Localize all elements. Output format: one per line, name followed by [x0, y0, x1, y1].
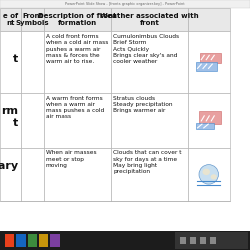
Text: When air masses
meet or stop
moving: When air masses meet or stop moving — [46, 150, 96, 168]
Bar — [188, 31, 230, 92]
Text: Front
Symbols: Front Symbols — [16, 13, 49, 26]
Ellipse shape — [210, 174, 217, 180]
Bar — [21, 92, 44, 148]
Bar — [0, 92, 21, 148]
Bar — [44, 92, 111, 148]
Text: Weather associated with
front: Weather associated with front — [100, 13, 199, 26]
Bar — [21, 8, 44, 31]
Bar — [5, 234, 15, 247]
Text: rm
t: rm t — [1, 106, 18, 128]
Circle shape — [199, 164, 218, 184]
Bar — [188, 92, 230, 148]
Bar — [111, 92, 188, 148]
Bar — [200, 237, 206, 244]
Text: A warm front forms
when a warm air
mass pushes a cold
air mass: A warm front forms when a warm air mass … — [46, 96, 104, 119]
Text: Description of front
formation: Description of front formation — [38, 13, 117, 26]
Bar — [190, 237, 196, 244]
Bar — [199, 110, 221, 124]
Bar — [21, 31, 44, 92]
Bar — [196, 62, 218, 71]
Bar — [21, 148, 44, 201]
Text: nary: nary — [0, 161, 18, 182]
Bar — [175, 232, 248, 249]
Bar — [0, 231, 250, 250]
Bar — [0, 148, 21, 201]
Bar — [200, 52, 221, 63]
Text: t: t — [13, 54, 18, 64]
Text: PowerPoint Slide Show - [fronts graphic organizer.key] - PowerPoint: PowerPoint Slide Show - [fronts graphic … — [65, 2, 185, 6]
Bar — [0, 8, 21, 31]
Bar — [16, 234, 26, 247]
Bar — [0, 0, 250, 8]
Text: Cumulonimbus Clouds
Brief Storm
Acts Quickly
Brings clear sky's and
cooler weath: Cumulonimbus Clouds Brief Storm Acts Qui… — [113, 34, 180, 64]
Bar — [210, 237, 216, 244]
Bar — [111, 31, 188, 92]
Bar — [180, 237, 186, 244]
Bar — [188, 148, 230, 201]
Bar — [44, 148, 111, 201]
Bar — [0, 31, 21, 92]
Bar — [50, 234, 59, 247]
Text: e of
nt: e of nt — [3, 13, 18, 26]
Bar — [28, 234, 37, 247]
Bar — [39, 234, 48, 247]
Ellipse shape — [202, 168, 210, 175]
Bar — [111, 8, 188, 31]
Bar — [188, 8, 230, 31]
Bar — [111, 148, 188, 201]
Bar — [44, 8, 111, 31]
Bar — [196, 123, 214, 130]
Text: Stratus clouds
Steady precipitation
Brings warmer air: Stratus clouds Steady precipitation Brin… — [113, 96, 173, 113]
Text: A cold front forms
when a cold air mass
pushes a warm air
mass & forces the
warm: A cold front forms when a cold air mass … — [46, 34, 108, 64]
Text: Clouds that can cover t
sky for days at a time
May bring light
precipitation: Clouds that can cover t sky for days at … — [113, 150, 182, 174]
Bar — [44, 31, 111, 92]
